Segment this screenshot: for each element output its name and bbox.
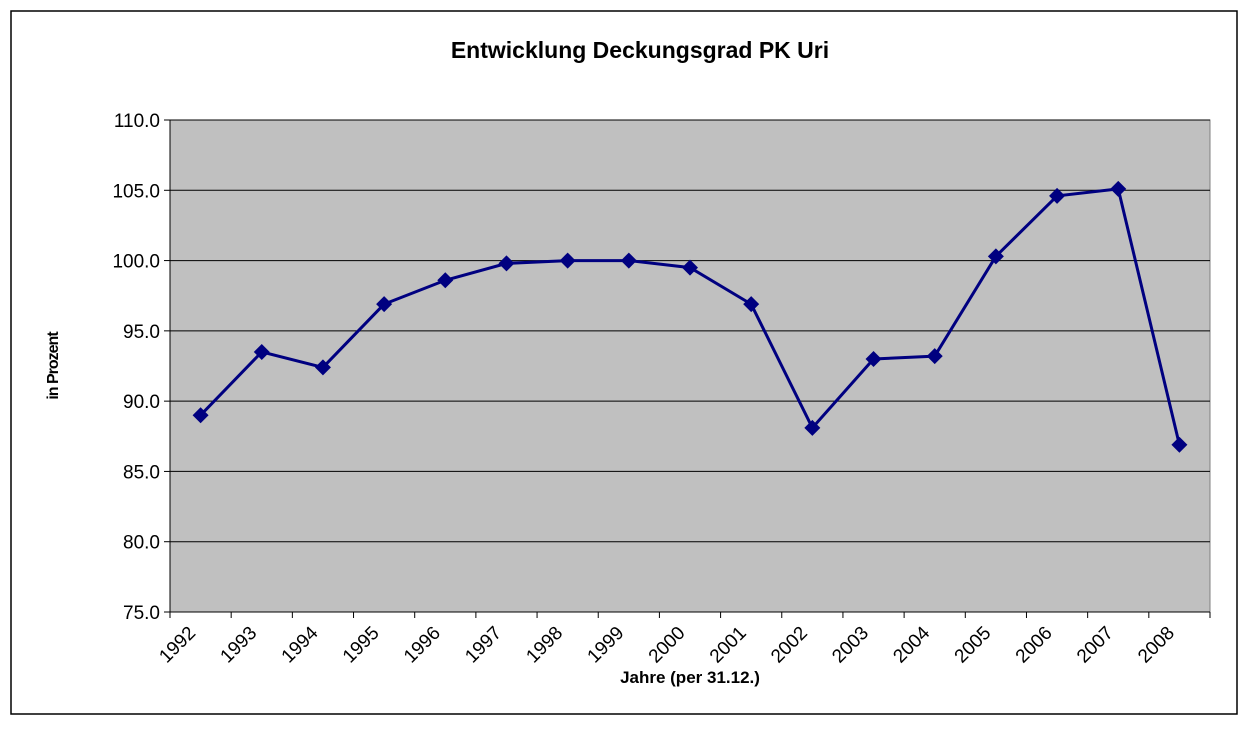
data-point <box>1110 180 1127 197</box>
y-tick-label: 75.0 <box>123 603 160 624</box>
y-tick-label: 110.0 <box>114 111 160 132</box>
data-point <box>804 419 821 436</box>
data-point <box>1049 187 1066 204</box>
data-point <box>192 407 209 424</box>
plot-area <box>169 119 1211 613</box>
data-point <box>559 252 576 269</box>
data-point <box>253 343 270 360</box>
data-point <box>865 350 882 367</box>
chart-title: Entwicklung Deckungsgrad PK Uri <box>451 37 829 63</box>
data-point <box>682 259 698 276</box>
data-point <box>437 272 454 289</box>
y-tick-label: 90.0 <box>123 392 160 413</box>
y-tick-label: 85.0 <box>123 462 160 483</box>
data-point <box>314 359 331 376</box>
y-tick-label: 100.0 <box>112 252 160 273</box>
data-point <box>620 252 637 269</box>
data-point <box>1171 436 1188 453</box>
y-tick-label: 80.0 <box>123 533 160 554</box>
y-axis-label: in Prozent <box>45 331 62 400</box>
y-tick-label: 105.0 <box>112 181 160 202</box>
data-point <box>498 255 515 272</box>
x-axis-label: Jahre (per 31.12.) <box>620 668 760 687</box>
y-tick-label: 95.0 <box>123 322 160 343</box>
data-point <box>376 296 393 313</box>
data-point <box>743 296 760 313</box>
data-point <box>987 248 1004 265</box>
data-point <box>926 348 943 365</box>
